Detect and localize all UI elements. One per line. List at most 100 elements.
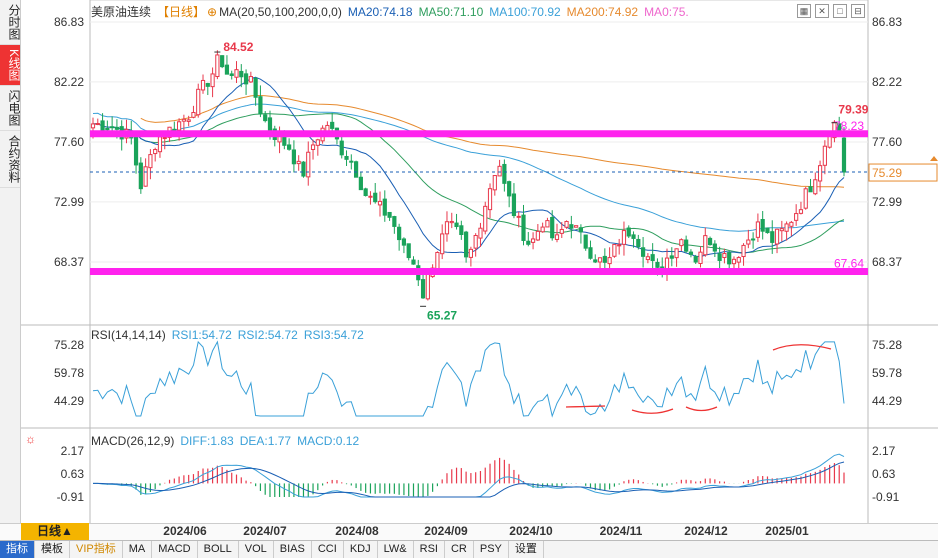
toolbar-tab-11[interactable]: RSI — [414, 541, 445, 558]
candle-up — [90, 123, 96, 129]
candle-up — [621, 230, 627, 245]
toolbar-tab-13[interactable]: PSY — [474, 541, 509, 558]
toolbar-tab-9[interactable]: KDJ — [344, 541, 378, 558]
toolbar-tab-1[interactable]: 模板 — [35, 541, 70, 558]
candle-down — [220, 55, 225, 68]
price-tick-left: 77.60 — [54, 135, 84, 149]
candle-down — [631, 234, 636, 239]
sidebar-tab-2[interactable]: 闪电图 — [0, 86, 21, 132]
toolbar-tab-4[interactable]: MACD — [152, 541, 198, 558]
sidebar-tab-3[interactable]: 合约资料 — [0, 131, 21, 189]
candle-down — [114, 126, 120, 130]
price-panel-border — [89, 0, 869, 326]
candle-down — [454, 222, 459, 228]
toolbar-tab-2[interactable]: VIP指标 — [70, 541, 123, 558]
price-tick-right: 72.99 — [872, 195, 902, 209]
candle-up — [148, 154, 153, 169]
candle-down — [636, 238, 641, 248]
collapse-icon[interactable]: ⊟ — [851, 4, 865, 18]
candle-down — [765, 227, 770, 234]
candle-up — [698, 251, 703, 264]
candle-up — [191, 112, 196, 118]
lower-level-label: 67.64 — [834, 256, 864, 270]
rsi-params: RSI(14,14,14) — [91, 328, 166, 342]
candle-down — [502, 163, 507, 184]
candle-down — [550, 216, 555, 239]
price-tick-left: 68.37 — [54, 255, 84, 269]
macd-tick-right: -0.91 — [872, 490, 900, 504]
rsi-annotation-arc — [685, 406, 718, 412]
macd-tick-right: 2.17 — [872, 444, 896, 458]
x-tick-label: 2024/11 — [600, 524, 643, 538]
candle-up — [444, 221, 450, 235]
candle-up — [703, 235, 708, 256]
settings-icon[interactable]: ⊕ — [207, 5, 218, 19]
rsi-tick-left: 44.29 — [54, 394, 84, 408]
candle-up — [449, 220, 454, 224]
candle-down — [841, 137, 847, 173]
candle-up — [435, 251, 440, 270]
toolbar-tab-0[interactable]: 指标 — [0, 541, 35, 558]
period-button[interactable]: 日线▲ — [21, 523, 89, 540]
toolbar-tab-3[interactable]: MA — [123, 541, 153, 558]
rsi-tick-left: 59.78 — [54, 366, 84, 380]
candle-up — [234, 69, 239, 78]
candle-up — [296, 160, 301, 165]
candle-down — [640, 247, 646, 257]
price-alert-icon — [930, 156, 938, 162]
sidebar: 分时图 K线图 闪电图 合约资料 — [0, 0, 21, 523]
toolbar-tab-7[interactable]: BIAS — [274, 541, 312, 558]
period-label[interactable]: 【日线】 — [157, 5, 206, 19]
candle-up — [779, 228, 784, 232]
ma20-value: MA20:74.18 — [347, 5, 413, 19]
toolbar-tab-10[interactable]: LW& — [378, 541, 414, 558]
candle-up — [755, 221, 760, 238]
candle-down — [593, 259, 598, 263]
candle-down — [401, 238, 407, 246]
recent-high-label: 79.39 — [838, 103, 868, 117]
candle-down — [100, 120, 105, 132]
macd-tick-left: -0.91 — [57, 490, 85, 504]
grid-icon[interactable]: ▦ — [797, 4, 811, 18]
candle-down — [110, 126, 115, 129]
dea-value: DEA:1.77 — [239, 434, 292, 448]
close-icon[interactable]: ✕ — [815, 4, 829, 18]
chart-area[interactable]: 78.23 67.64 75.29 84.52 65.27 79.39 75.28 75.2… — [21, 0, 938, 523]
candle-up — [741, 244, 746, 258]
candle-down — [382, 198, 387, 216]
candle-up — [597, 257, 603, 263]
toolbar-tab-12[interactable]: CR — [445, 541, 474, 558]
x-tick-label: 2024/08 — [335, 524, 379, 538]
candle-up — [731, 258, 737, 265]
sidebar-tab-0[interactable]: 分时图 — [0, 0, 21, 45]
candle-down — [243, 73, 249, 85]
rsi-line — [92, 340, 845, 418]
candle-up — [153, 149, 158, 155]
candle-down — [258, 96, 263, 115]
candle-down — [133, 136, 139, 166]
toolbar-tab-5[interactable]: BOLL — [198, 541, 239, 558]
candle-up — [487, 188, 493, 211]
candle-down — [751, 238, 756, 241]
candle-up — [483, 205, 488, 232]
chart-svg[interactable]: 78.23 67.64 75.29 84.52 65.27 79.39 75.28 75.2… — [21, 0, 938, 523]
candle-up — [95, 123, 100, 126]
candle-down — [669, 255, 674, 259]
toolbar-tab-6[interactable]: VOL — [239, 541, 274, 558]
crosshair-icon[interactable]: ☼ — [25, 432, 36, 446]
candle-down — [229, 73, 234, 76]
toolbar-tab-8[interactable]: CCI — [312, 541, 344, 558]
candle-down — [511, 193, 517, 217]
maximize-icon[interactable]: □ — [833, 4, 847, 18]
ma50-line — [92, 113, 845, 254]
candle-down — [387, 211, 392, 218]
x-tick-label: 2024/09 — [424, 524, 468, 538]
candle-down — [707, 237, 713, 246]
candle-up — [774, 228, 780, 245]
dea-line — [93, 461, 845, 498]
sidebar-tab-1[interactable]: K线图 — [0, 45, 21, 87]
candle-down — [263, 114, 268, 122]
toolbar-tab-14[interactable]: 设置 — [509, 541, 544, 558]
diff-value: DIFF:1.83 — [180, 434, 234, 448]
candle-up — [794, 213, 799, 221]
